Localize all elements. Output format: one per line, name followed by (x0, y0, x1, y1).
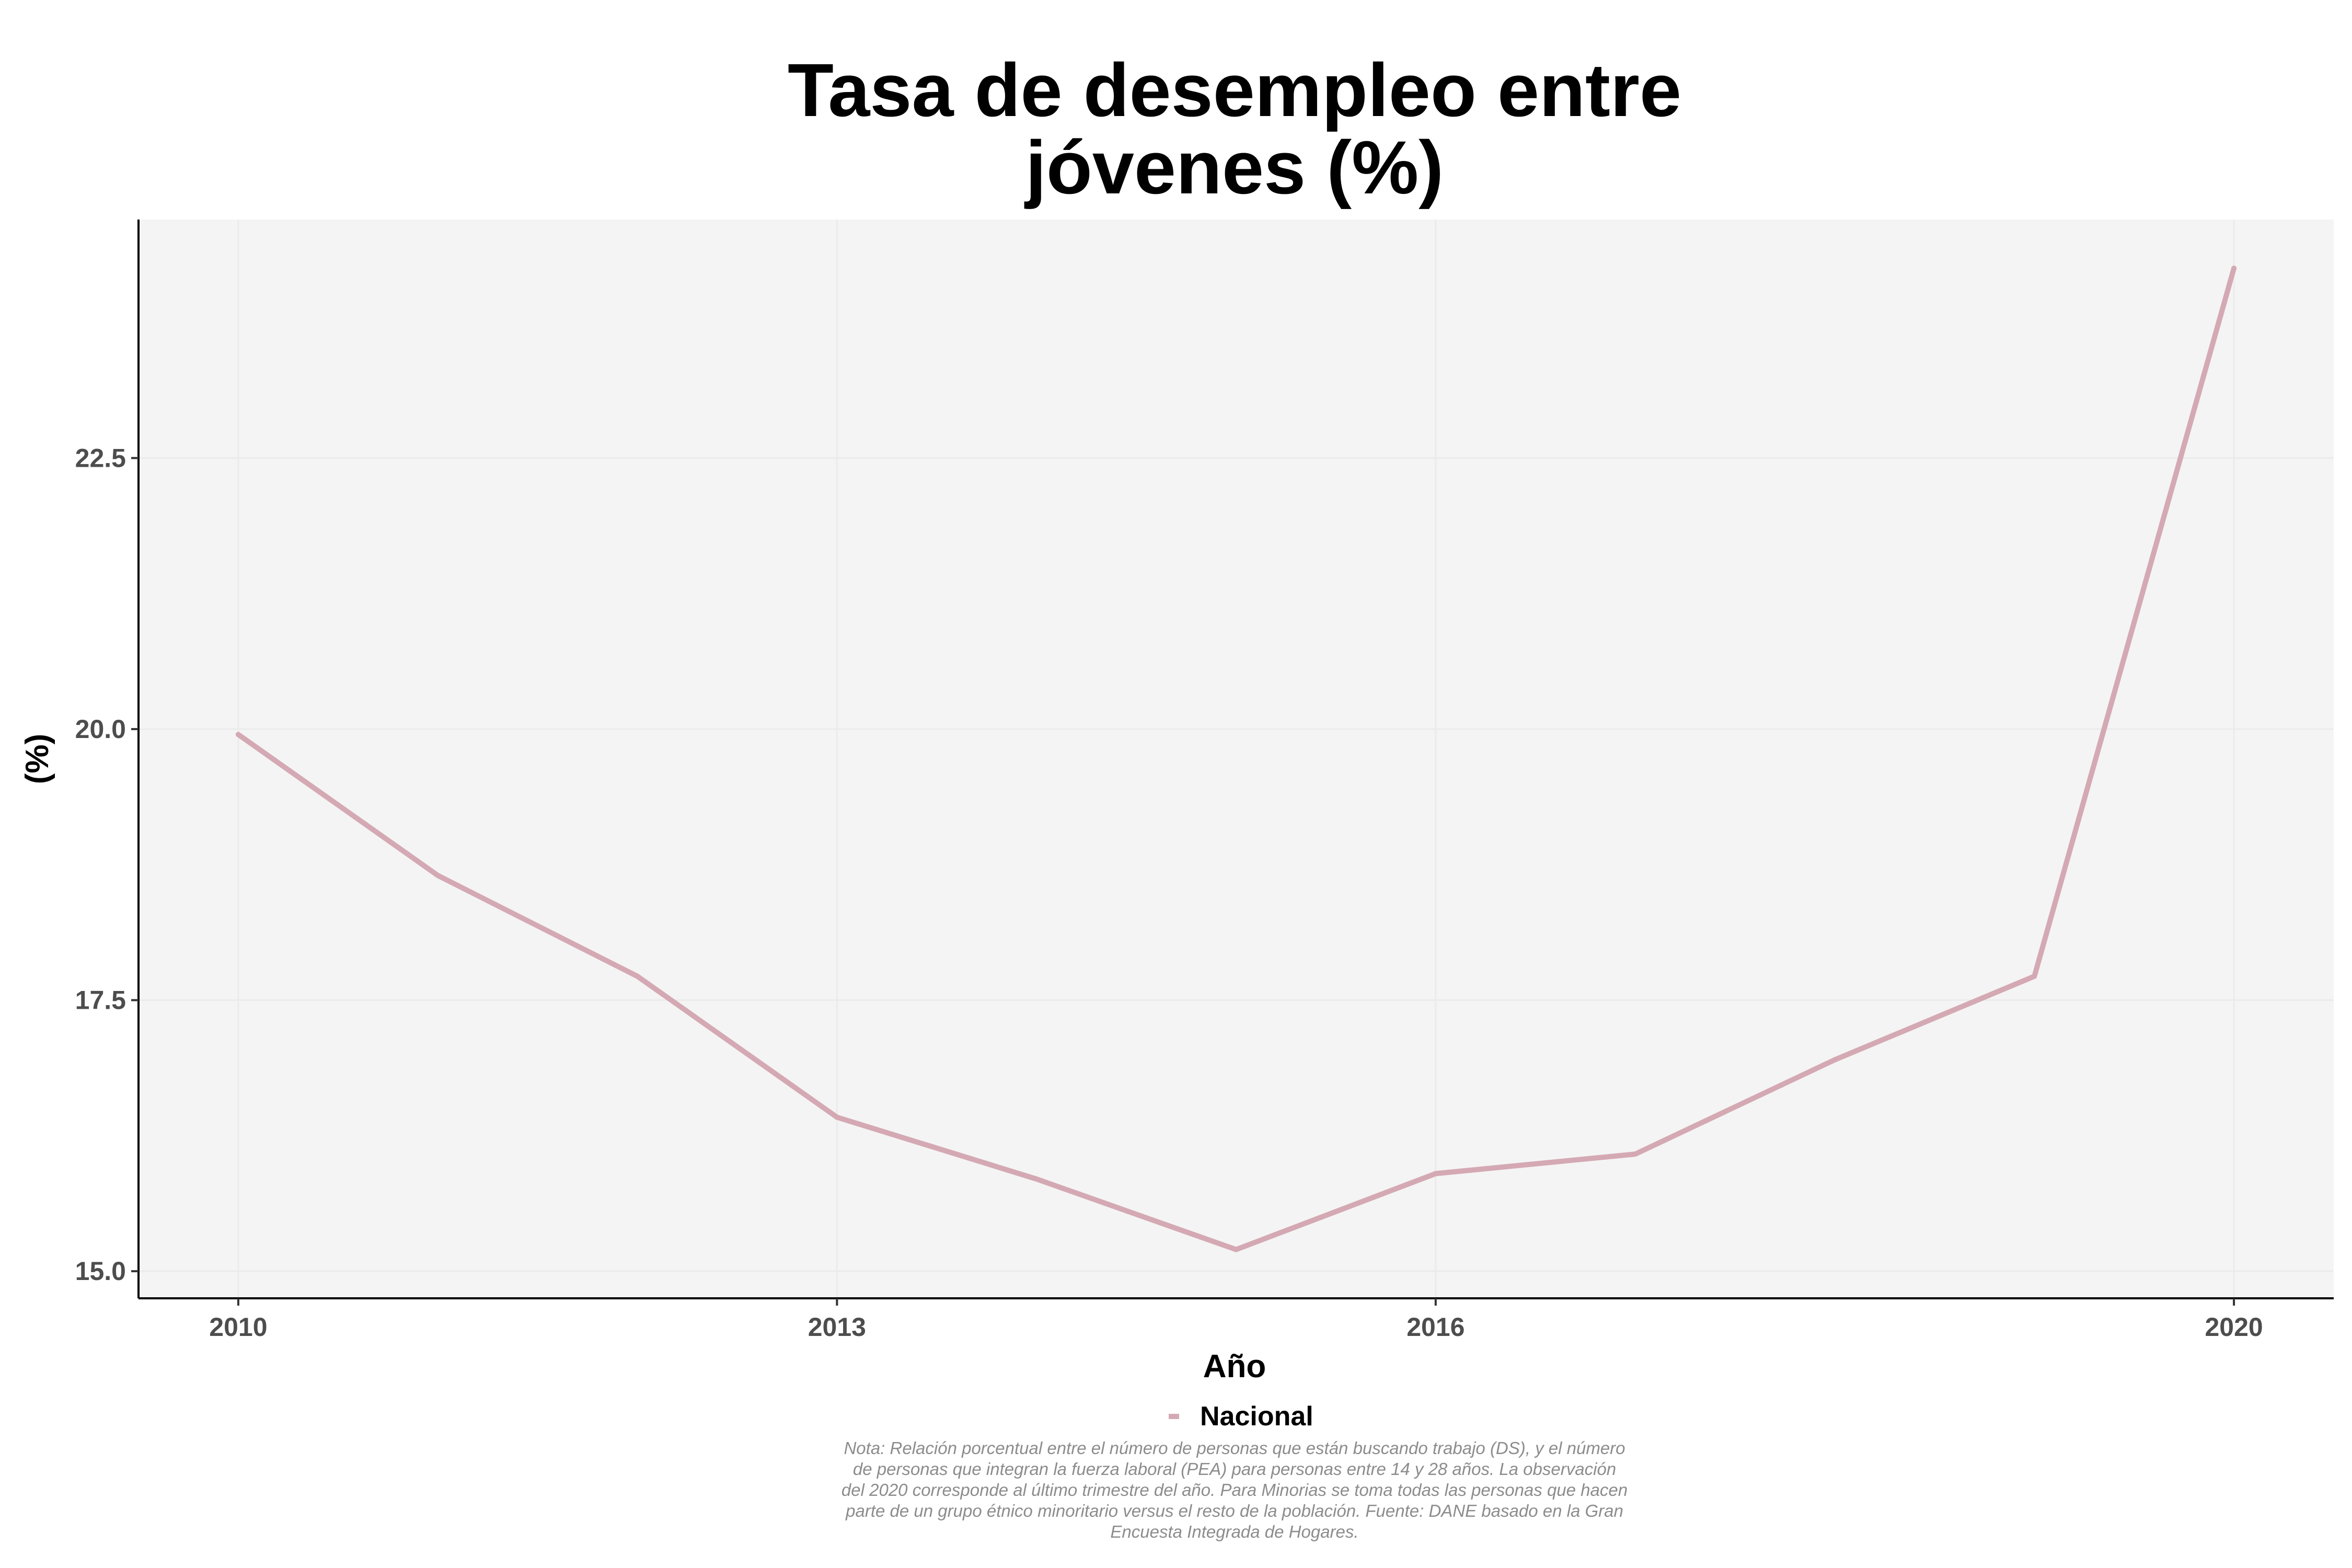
data-point (1233, 1247, 1239, 1252)
y-tick-label: 20.0 (75, 714, 126, 744)
y-tick-label: 15.0 (75, 1256, 126, 1286)
chart-title-line-1: Tasa de desempleo entre (788, 48, 1681, 132)
x-tick-label: 2016 (1406, 1312, 1465, 1342)
y-tick-label: 17.5 (75, 986, 126, 1015)
data-point (2231, 266, 2237, 271)
x-tick-label: 2020 (2205, 1312, 2263, 1342)
x-ticks: 2010 2013 2016 2020 (209, 1298, 2263, 1342)
series-group (235, 266, 2237, 1252)
legend-label-nacional: Nacional (1200, 1401, 1313, 1432)
data-point (1632, 1151, 1638, 1157)
data-point (1034, 1176, 1040, 1182)
x-axis-title: Año (1203, 1348, 1266, 1385)
data-point (435, 872, 441, 878)
footnote-line-2: de personas que integran la fuerza labor… (853, 1459, 1616, 1479)
y-tick-label: 22.5 (75, 443, 126, 472)
data-point (635, 973, 640, 979)
plot-panel (139, 220, 2334, 1298)
x-tick-label: 2013 (808, 1312, 866, 1342)
data-point (834, 1114, 840, 1120)
footnote-line-1: Nota: Relación porcentual entre el númer… (844, 1438, 1625, 1458)
data-point (1433, 1171, 1438, 1177)
data-point (1832, 1057, 1838, 1063)
footnote-line-3: del 2020 corresponde al último trimestre… (841, 1480, 1628, 1500)
footnote-line-5: Encuesta Integrada de Hogares. (1110, 1522, 1358, 1541)
footnote: Nota: Relación porcentual entre el númer… (841, 1438, 1628, 1541)
legend: Nacional (1169, 1401, 1313, 1432)
y-ticks: 15.0 17.5 20.0 22.5 (75, 443, 139, 1286)
data-point (2032, 973, 2037, 979)
y-axis-title: (%) (19, 734, 55, 784)
footnote-line-4: parte de un grupo étnico minoritario ver… (845, 1501, 1623, 1520)
chart-title-line-2: jóvenes (%) (1024, 125, 1444, 210)
x-tick-label: 2010 (209, 1312, 267, 1342)
grid (139, 220, 2334, 1298)
data-point (235, 732, 241, 737)
